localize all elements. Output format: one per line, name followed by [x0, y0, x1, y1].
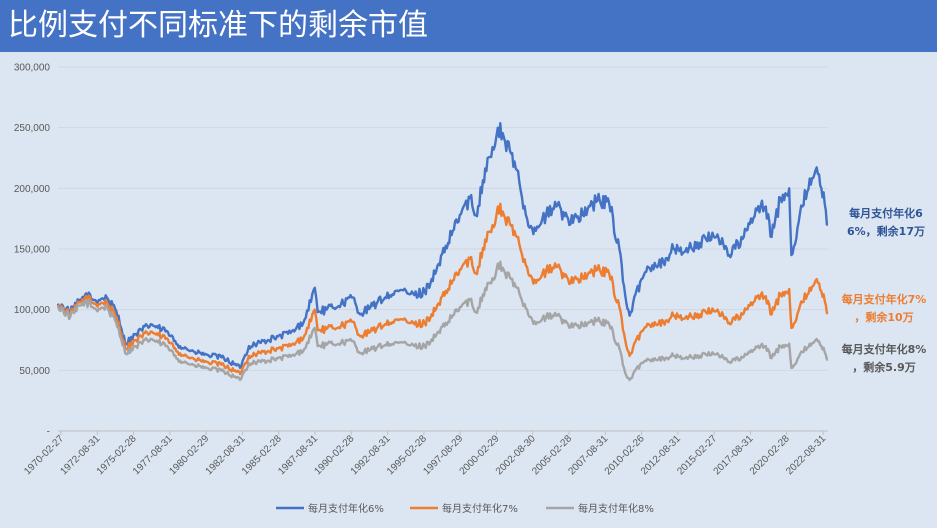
series-line-1 — [56, 122, 829, 370]
y-tick-label: 100,000 — [14, 305, 51, 316]
y-tick-label: 50,000 — [19, 366, 50, 377]
series-line-3 — [56, 260, 829, 382]
y-tick-label: 200,000 — [14, 184, 51, 195]
x-tick-label: 2022-08-31 — [784, 433, 828, 477]
title-bar: 比例支付不同标准下的剩余市值 — [0, 0, 937, 52]
legend-label: 每月支付年化8% — [578, 502, 654, 515]
annotation-2: ，剩余10万 — [854, 310, 913, 324]
y-axis: - 50,000 100,000 150,000 200,000 250,000 300,0… — [14, 63, 51, 438]
annotation-3: ，剩余5.9万 — [852, 360, 916, 374]
gridlines — [58, 66, 828, 432]
y-tick-label: 150,000 — [14, 245, 51, 256]
legend-label: 每月支付年化7% — [442, 502, 518, 515]
y-tick-label: 300,000 — [14, 63, 51, 74]
legend: 每月支付年化6% 每月支付年化7% 每月支付年化8% — [276, 502, 654, 515]
annotation-1: 6%，剩余17万 — [847, 224, 925, 238]
series-line-2 — [56, 202, 829, 376]
line-chart: - 50,000 100,000 150,000 200,000 250,000 300,0… — [14, 63, 927, 516]
y-tick-label: - — [47, 427, 50, 438]
chart-title: 比例支付不同标准下的剩余市值 — [8, 8, 428, 43]
annotation-1: 每月支付年化6 — [849, 206, 923, 220]
legend-label: 每月支付年化6% — [308, 502, 384, 515]
annotation-3: 每月支付年化8% — [842, 342, 927, 356]
series-lines — [56, 122, 829, 382]
x-axis: 1970-02-271972-08-311975-02-281977-08-31… — [22, 431, 828, 477]
annotation-2: 每月支付年化7% — [842, 292, 927, 306]
y-tick-label: 250,000 — [14, 123, 51, 134]
